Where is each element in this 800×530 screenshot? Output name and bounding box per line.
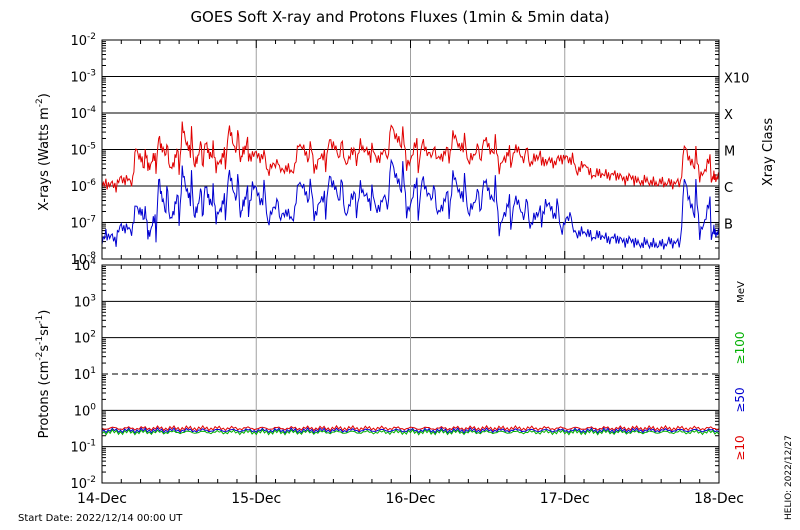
helio-date-label: HELIO: 2022/12/27 [784,435,794,520]
x-day-label: 15-Dec [231,491,281,507]
proton-energy-label: ≥50 [733,387,747,412]
xray-series-short [101,158,720,250]
proton-series-p50 [101,426,720,434]
proton-ytick-label: 101 [74,366,96,383]
xray-class-label: X [724,108,733,123]
proton-ytick-label: 103 [74,293,96,310]
xray-series-long [101,121,720,193]
proton-ytick-label: 10-1 [70,439,96,456]
proton-plot-frame [101,264,720,484]
xray-ytick-label: 10-2 [70,32,96,49]
proton-ytick-label: 104 [74,257,97,274]
xray-y-axis-label: X-rays (Watts m-2) [35,93,52,211]
xray-class-label: C [724,181,733,196]
xray-ytick-label: 10-5 [70,142,96,159]
xray-plot-frame [101,39,720,260]
xray-ytick-label: 10-3 [70,69,96,86]
xray-class-label: B [724,218,733,233]
xray-class-label: X10 [724,72,749,87]
proton-ytick-label: 10-2 [70,475,96,492]
chart-title: GOES Soft X-ray and Protons Fluxes (1min… [190,8,610,26]
proton-y-axis-label: Protons (cm-2s-1sr-1) [35,310,52,439]
proton-units-label: MeV [736,281,747,303]
xray-ytick-label: 10-4 [70,105,96,122]
x-day-label: 16-Dec [386,491,436,507]
proton-energy-label: ≥10 [733,435,747,460]
proton-series-p100 [101,428,720,436]
xray-class-label: M [724,145,735,160]
proton-energy-label: ≥100 [733,332,747,365]
proton-ytick-label: 100 [74,402,97,419]
start-date: Start Date: 2022/12/14 00:00 UT [18,513,183,524]
proton-ytick-label: 102 [74,330,96,347]
x-day-label: 14-Dec [77,491,127,507]
xray-ytick-label: 10-7 [70,215,96,232]
proton-series-p10 [101,424,720,432]
xray-class-axis-label: Xray Class [761,118,776,186]
x-day-label: 18-Dec [694,491,744,507]
x-day-label: 17-Dec [540,491,590,507]
xray-ytick-label: 10-6 [70,178,96,195]
xray-ytick-label: 10-8 [70,251,96,268]
